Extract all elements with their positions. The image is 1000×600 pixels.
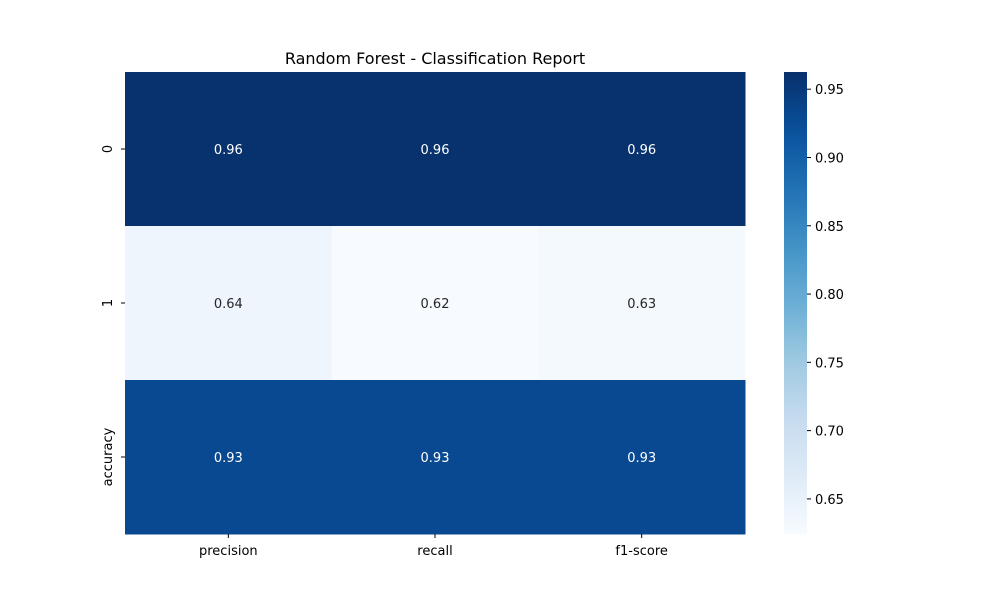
heatmap-cell — [125, 380, 333, 535]
colorbar-tick-label: 0.75 — [815, 356, 844, 371]
colorbar: 0.65 0.70 0.75 0.80 0.85 0.90 0.95 — [784, 72, 844, 534]
cell-value-label: 0.63 — [627, 297, 656, 312]
y-tick-label: 1 — [101, 299, 116, 307]
heatmap-cell — [125, 72, 333, 227]
y-tick-label: accuracy — [101, 427, 116, 486]
colorbar-tick-label: 0.95 — [815, 83, 844, 98]
colorbar-tick-label: 0.80 — [815, 288, 844, 303]
x-tick-labels: precision recall f1-score — [199, 534, 668, 559]
heatmap-cell — [331, 72, 539, 227]
y-tick-label: 0 — [101, 145, 116, 153]
heatmap-cells: 0.96 0.96 0.96 0.64 0.62 0.63 0.93 0.93 0.93 — [125, 72, 746, 535]
colorbar-tick-label: 0.70 — [815, 425, 844, 440]
colorbar-gradient — [784, 72, 807, 534]
colorbar-tick-label: 0.90 — [815, 151, 844, 166]
cell-value-label: 0.93 — [627, 451, 656, 466]
cell-value-label: 0.96 — [627, 143, 656, 158]
x-tick-label: recall — [417, 544, 452, 559]
x-tick-label: precision — [199, 544, 258, 559]
cell-value-label: 0.96 — [214, 143, 243, 158]
cell-value-label: 0.93 — [214, 451, 243, 466]
heatmap-cell — [125, 226, 333, 381]
y-tick-labels: 0 1 accuracy — [101, 145, 125, 486]
chart-title: Random Forest - Classification Report — [285, 49, 585, 68]
heatmap-cell — [538, 226, 746, 381]
colorbar-tick-label: 0.85 — [815, 220, 844, 235]
heatmap-cell — [538, 72, 746, 227]
colorbar-tick-label: 0.65 — [815, 493, 844, 508]
cell-value-label: 0.96 — [421, 143, 450, 158]
heatmap-cell — [538, 380, 746, 535]
cell-value-label: 0.93 — [421, 451, 450, 466]
heatmap-cell — [331, 380, 539, 535]
x-tick-label: f1-score — [615, 544, 667, 559]
cell-value-label: 0.62 — [421, 297, 450, 312]
cell-value-label: 0.64 — [214, 297, 243, 312]
heatmap-cell — [331, 226, 539, 381]
